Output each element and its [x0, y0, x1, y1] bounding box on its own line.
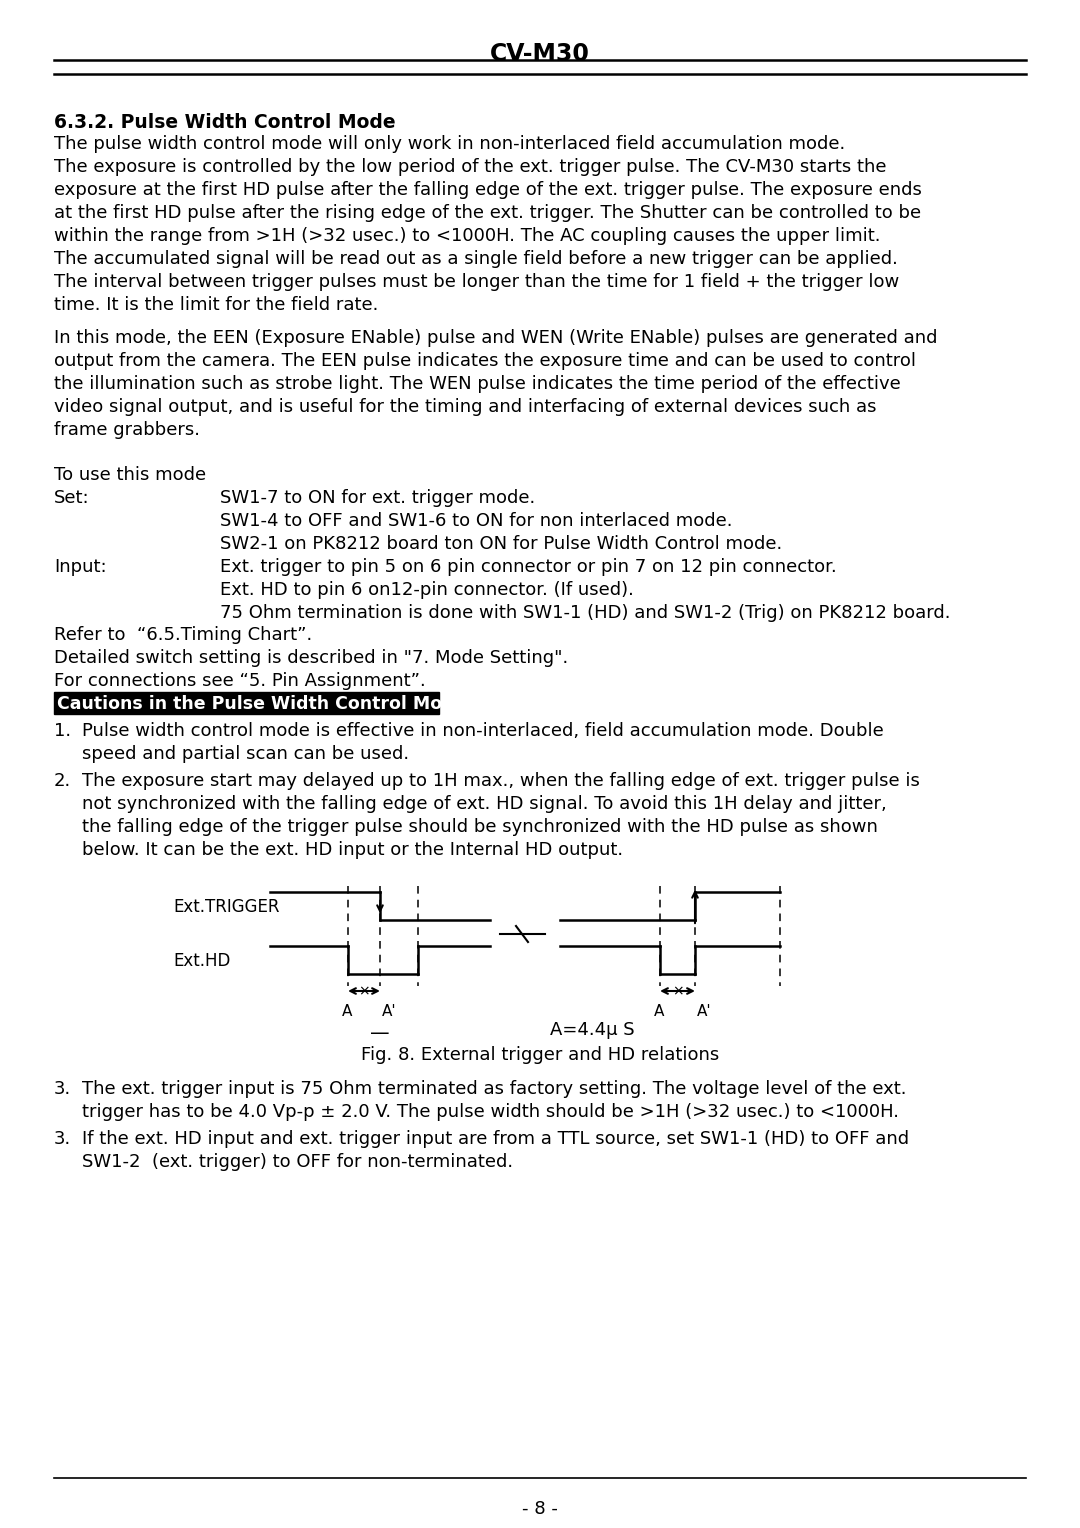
Text: the illumination such as strobe light. The WEN pulse indicates the time period o: the illumination such as strobe light. T… — [54, 374, 901, 393]
Text: ×: × — [359, 984, 369, 998]
Text: A': A' — [697, 1004, 712, 1019]
Text: If the ext. HD input and ext. trigger input are from a TTL source, set SW1-1 (HD: If the ext. HD input and ext. trigger in… — [82, 1131, 909, 1148]
Text: output from the camera. The EEN pulse indicates the exposure time and can be use: output from the camera. The EEN pulse in… — [54, 351, 916, 370]
Text: Set:: Set: — [54, 489, 90, 507]
Text: The accumulated signal will be read out as a single field before a new trigger c: The accumulated signal will be read out … — [54, 251, 897, 267]
Text: - 8 -: - 8 - — [522, 1500, 558, 1517]
Text: Detailed switch setting is described in "7. Mode Setting".: Detailed switch setting is described in … — [54, 649, 568, 668]
Text: The exposure start may delayed up to 1H max., when the falling edge of ext. trig: The exposure start may delayed up to 1H … — [82, 772, 920, 790]
Text: SW1-7 to ON for ext. trigger mode.: SW1-7 to ON for ext. trigger mode. — [220, 489, 536, 507]
Text: The ext. trigger input is 75 Ohm terminated as factory setting. The voltage leve: The ext. trigger input is 75 Ohm termina… — [82, 1080, 906, 1099]
Text: The exposure is controlled by the low period of the ext. trigger pulse. The CV-M: The exposure is controlled by the low pe… — [54, 157, 887, 176]
Text: 6.3.2. Pulse Width Control Mode: 6.3.2. Pulse Width Control Mode — [54, 113, 395, 131]
Text: The pulse width control mode will only work in non-interlaced field accumulation: The pulse width control mode will only w… — [54, 134, 846, 153]
Text: exposure at the first HD pulse after the falling edge of the ext. trigger pulse.: exposure at the first HD pulse after the… — [54, 180, 922, 199]
Text: ×: × — [672, 984, 684, 998]
Text: SW1-4 to OFF and SW1-6 to ON for non interlaced mode.: SW1-4 to OFF and SW1-6 to ON for non int… — [220, 512, 732, 530]
Text: 2.: 2. — [54, 772, 71, 790]
Text: Cautions in the Pulse Width Control Mode.: Cautions in the Pulse Width Control Mode… — [57, 695, 473, 714]
Text: speed and partial scan can be used.: speed and partial scan can be used. — [82, 746, 409, 762]
Text: Input:: Input: — [54, 558, 107, 576]
Text: frame grabbers.: frame grabbers. — [54, 422, 200, 439]
Text: below. It can be the ext. HD input or the Internal HD output.: below. It can be the ext. HD input or th… — [82, 840, 623, 859]
Text: within the range from >1H (>32 usec.) to <1000H. The AC coupling causes the uppe: within the range from >1H (>32 usec.) to… — [54, 228, 880, 244]
Text: A: A — [654, 1004, 664, 1019]
Text: To use this mode: To use this mode — [54, 466, 206, 484]
Text: the falling edge of the trigger pulse should be synchronized with the HD pulse a: the falling edge of the trigger pulse sh… — [82, 817, 878, 836]
Text: Ext.HD: Ext.HD — [173, 952, 230, 970]
Text: For connections see “5. Pin Assignment”.: For connections see “5. Pin Assignment”. — [54, 672, 426, 691]
Text: SW1-2  (ext. trigger) to OFF for non-terminated.: SW1-2 (ext. trigger) to OFF for non-term… — [82, 1154, 513, 1170]
Text: SW2-1 on PK8212 board ton ON for Pulse Width Control mode.: SW2-1 on PK8212 board ton ON for Pulse W… — [220, 535, 782, 553]
Text: video signal output, and is useful for the timing and interfacing of external de: video signal output, and is useful for t… — [54, 397, 877, 416]
Text: trigger has to be 4.0 Vp-p ± 2.0 V. The pulse width should be >1H (>32 usec.) to: trigger has to be 4.0 Vp-p ± 2.0 V. The … — [82, 1103, 899, 1122]
Text: CV-M30: CV-M30 — [490, 41, 590, 66]
Text: Ext. HD to pin 6 on12-pin connector. (If used).: Ext. HD to pin 6 on12-pin connector. (If… — [220, 581, 634, 599]
Text: time. It is the limit for the field rate.: time. It is the limit for the field rate… — [54, 296, 378, 313]
Text: Refer to  “6.5.Timing Chart”.: Refer to “6.5.Timing Chart”. — [54, 626, 312, 643]
Text: 1.: 1. — [54, 723, 71, 740]
Text: A: A — [342, 1004, 352, 1019]
Text: not synchronized with the falling edge of ext. HD signal. To avoid this 1H delay: not synchronized with the falling edge o… — [82, 795, 887, 813]
Text: 3.: 3. — [54, 1131, 71, 1148]
Text: Pulse width control mode is effective in non-interlaced, field accumulation mode: Pulse width control mode is effective in… — [82, 723, 883, 740]
Text: In this mode, the EEN (Exposure ENable) pulse and WEN (Write ENable) pulses are : In this mode, the EEN (Exposure ENable) … — [54, 329, 937, 347]
Text: Fig. 8. External trigger and HD relations: Fig. 8. External trigger and HD relation… — [361, 1047, 719, 1063]
Text: The interval between trigger pulses must be longer than the time for 1 field + t: The interval between trigger pulses must… — [54, 274, 900, 290]
Text: at the first HD pulse after the rising edge of the ext. trigger. The Shutter can: at the first HD pulse after the rising e… — [54, 205, 921, 222]
Text: —: — — [370, 1024, 390, 1044]
Text: 3.: 3. — [54, 1080, 71, 1099]
Bar — [54, 692, 438, 714]
Text: 75 Ohm termination is done with SW1-1 (HD) and SW1-2 (Trig) on PK8212 board.: 75 Ohm termination is done with SW1-1 (H… — [220, 604, 950, 622]
Text: A': A' — [382, 1004, 396, 1019]
Text: A=4.4μ S: A=4.4μ S — [550, 1021, 635, 1039]
Text: Ext.TRIGGER: Ext.TRIGGER — [173, 898, 280, 915]
Text: Ext. trigger to pin 5 on 6 pin connector or pin 7 on 12 pin connector.: Ext. trigger to pin 5 on 6 pin connector… — [220, 558, 837, 576]
